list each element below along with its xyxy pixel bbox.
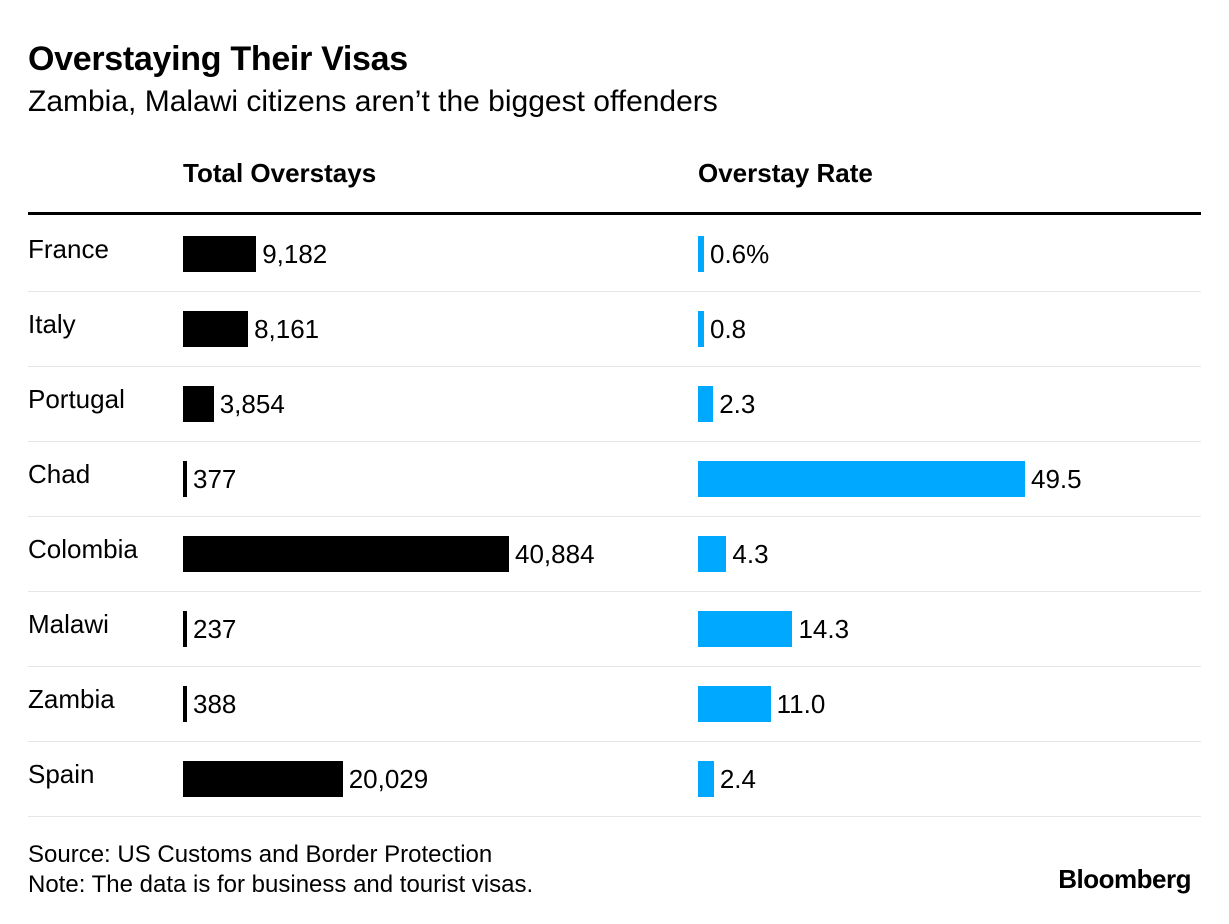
total-overstays-bar-chad <box>183 461 187 497</box>
country-label-chad: Chad <box>28 459 91 489</box>
total-overstays-value-chad: 377 <box>193 464 237 494</box>
overstay-rate-bar-italy <box>698 311 704 347</box>
row-separator <box>28 741 1201 742</box>
country-label-spain: Spain <box>28 759 95 789</box>
total-overstays-value-portugal: 3,854 <box>219 389 285 419</box>
bloomberg-logo: Bloomberg <box>1058 864 1191 894</box>
overstay-rate-bar-malawi <box>698 611 793 647</box>
column-header-overstay-rate: Overstay Rate <box>698 158 873 188</box>
overstay-rate-value-france: 0.6% <box>710 239 770 269</box>
overstay-rate-value-portugal: 2.3 <box>719 389 756 419</box>
source-note: Source: US Customs and Border Protection <box>28 841 493 868</box>
row-separator <box>28 441 1201 442</box>
total-overstays-bar-italy <box>183 311 249 347</box>
total-overstays-value-france: 9,182 <box>262 239 328 269</box>
country-label-france: France <box>28 234 109 264</box>
total-overstays-bar-spain <box>183 761 343 797</box>
overstay-rate-bar-france <box>698 236 704 272</box>
overstay-rate-value-malawi: 14.3 <box>798 614 850 644</box>
row-separator <box>28 816 1201 817</box>
overstay-rate-bar-spain <box>698 761 714 797</box>
row-separator <box>28 366 1201 367</box>
chart-subtitle: Zambia, Malawi citizens aren’t the bigge… <box>28 85 718 118</box>
total-overstays-value-italy: 8,161 <box>254 314 320 344</box>
country-label-portugal: Portugal <box>28 384 125 414</box>
chart-title: Overstaying Their Visas <box>28 40 408 78</box>
overstay-rate-bar-zambia <box>698 686 771 722</box>
total-overstays-bar-france <box>183 236 257 272</box>
total-overstays-value-colombia: 40,884 <box>515 539 595 569</box>
total-overstays-value-spain: 20,029 <box>348 764 429 794</box>
overstay-rate-value-chad: 49.5 <box>1031 464 1082 494</box>
country-label-malawi: Malawi <box>28 609 109 639</box>
overstay-rate-bar-portugal <box>698 386 714 422</box>
country-label-zambia: Zambia <box>28 684 115 714</box>
overstay-rate-bar-chad <box>698 461 1025 497</box>
row-separator <box>28 591 1201 592</box>
country-label-italy: Italy <box>28 309 76 339</box>
overstay-rate-bar-colombia <box>698 536 727 572</box>
country-label-colombia: Colombia <box>28 534 138 564</box>
row-separator <box>28 516 1201 517</box>
column-header-total-overstays: Total Overstays <box>183 158 377 188</box>
overstay-rate-value-zambia: 11.0 <box>776 689 826 719</box>
header-rule <box>28 212 1201 215</box>
total-overstays-bar-portugal <box>183 386 214 422</box>
total-overstays-bar-zambia <box>183 686 187 722</box>
total-overstays-value-zambia: 388 <box>193 689 237 719</box>
overstay-rate-value-italy: 0.8 <box>710 314 747 344</box>
row-separator <box>28 666 1201 667</box>
total-overstays-value-malawi: 237 <box>193 614 237 644</box>
total-overstays-bar-colombia <box>183 536 509 572</box>
data-note: Note: The data is for business and touri… <box>28 871 534 898</box>
row-separator <box>28 291 1201 292</box>
total-overstays-bar-malawi <box>183 611 187 647</box>
overstay-rate-value-colombia: 4.3 <box>732 539 769 569</box>
overstay-rate-value-spain: 2.4 <box>719 764 756 794</box>
